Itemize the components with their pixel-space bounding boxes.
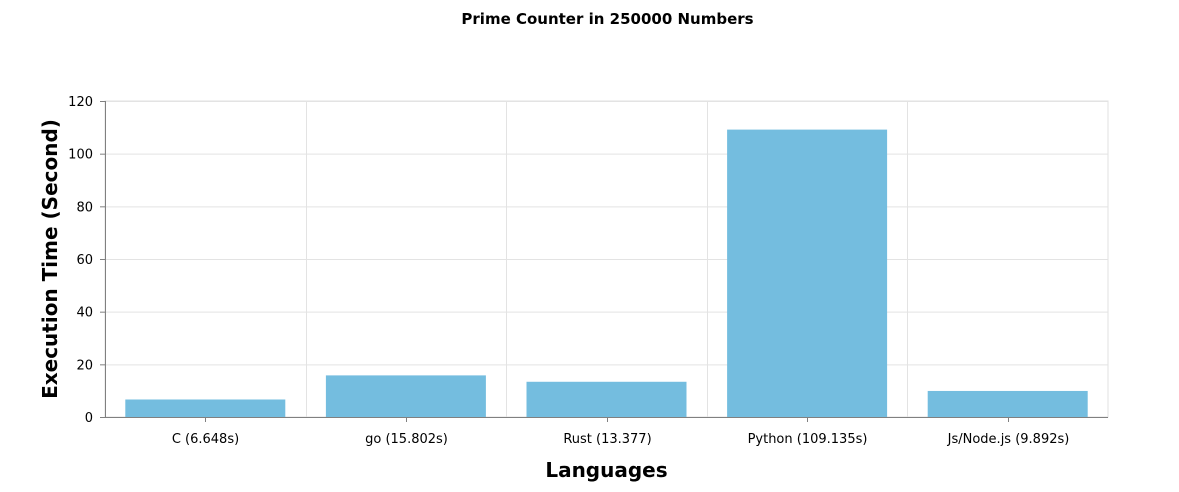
x-tick-label: Js/Node.js (9.892s) [947, 432, 1070, 447]
x-tick-label: go (15.802s) [365, 432, 448, 447]
y-tick-label: 0 [85, 411, 93, 426]
bar [727, 129, 888, 418]
y-tick-label: 20 [76, 358, 93, 373]
x-tick-label: Rust (13.377) [563, 432, 651, 447]
bar [526, 381, 687, 417]
y-tick-label: 100 [68, 148, 93, 163]
y-tick-label: 60 [76, 253, 93, 268]
y-tick-label: 80 [76, 200, 93, 215]
x-tick-label: Python (109.135s) [748, 432, 868, 447]
x-axis-label: Languages [545, 458, 668, 482]
bar [125, 399, 286, 417]
bar [927, 390, 1088, 417]
chart-title: Prime Counter in 250000 Numbers [461, 10, 754, 28]
y-tick-label: 120 [68, 95, 93, 110]
x-tick-label: C (6.648s) [172, 432, 239, 447]
bar [325, 375, 486, 417]
y-tick-label: 40 [76, 306, 93, 321]
